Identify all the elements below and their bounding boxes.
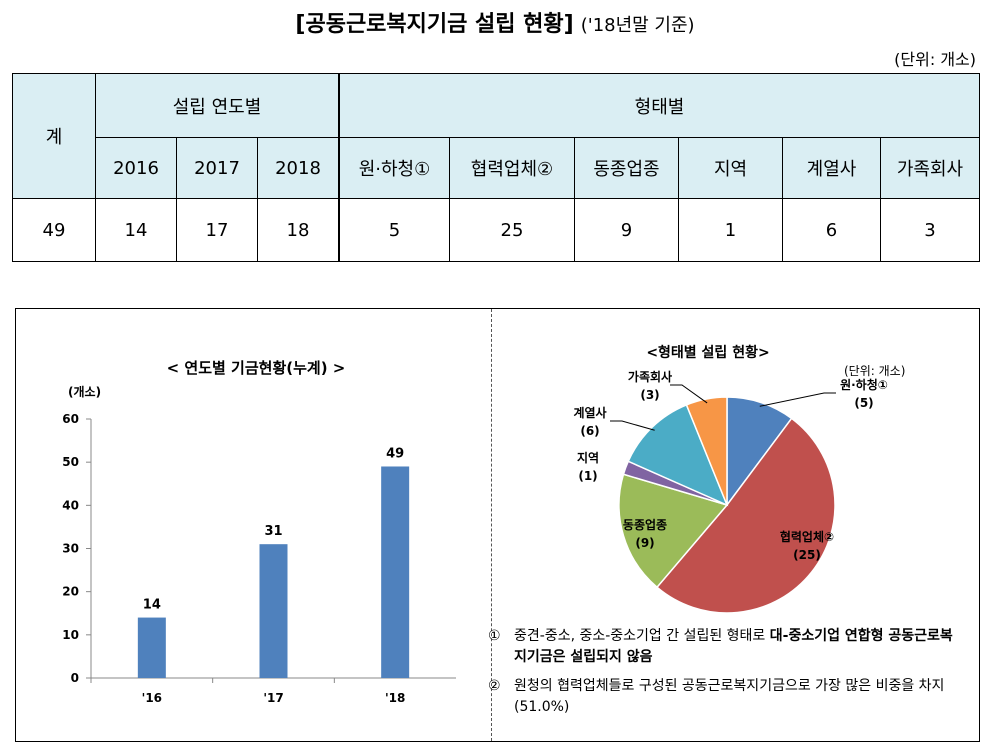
type-cell: 9 (574, 198, 679, 262)
y-tick-label: 60 (62, 412, 79, 426)
pie-chart-title: <형태별 설립 현황> (646, 344, 769, 361)
pie-slice (655, 417, 836, 614)
pie-slice-label: 지역 (577, 450, 599, 465)
pie-slice-label: 동종업종 (623, 518, 667, 532)
total-header: 계 (12, 73, 96, 199)
bar-value-label: 49 (386, 446, 404, 461)
type-header: 협력업체② (449, 137, 575, 199)
y-tick-label: 50 (62, 455, 79, 469)
y-tick-label: 10 (62, 628, 79, 642)
pie-slice-value: (3) (640, 388, 659, 402)
year-group-header: 설립 연도별 (95, 73, 340, 138)
pie-slice-label: 협력업체② (780, 529, 834, 544)
note-2: ② 원청의 협력업체들로 구성된 공동근로복지기금으로 가장 많은 비중을 차지… (488, 676, 958, 718)
year-header: 2018 (257, 137, 340, 199)
total-cell: 49 (12, 198, 96, 262)
year-cell: 17 (176, 198, 258, 262)
note-number: ② (488, 678, 501, 694)
year-cell: 14 (95, 198, 177, 262)
x-tick-label: '16 (142, 691, 162, 705)
type-cell: 1 (678, 198, 783, 262)
pie-slice-value: (9) (635, 536, 654, 550)
pie-slice-value: (6) (580, 424, 599, 438)
pie-leader-line (610, 420, 655, 431)
type-header: 가족회사 (880, 137, 980, 199)
bar-chart-ylabel: (개소) (68, 385, 101, 399)
x-tick-label: '18 (385, 691, 405, 705)
y-tick-label: 0 (71, 671, 79, 685)
type-cell: 25 (449, 198, 575, 262)
bar-value-label: 14 (143, 598, 161, 613)
type-cell: 5 (338, 198, 450, 262)
year-header: 2016 (95, 137, 177, 199)
pie-leader-line (670, 384, 708, 404)
type-header: 동종업종 (574, 137, 679, 199)
pie-leader-line (759, 392, 836, 407)
note-text-bold: 대-중소기업 연합형 공동근로복지기금은 설립되지 않음 (514, 628, 953, 665)
bar (137, 617, 166, 678)
panel-divider (491, 309, 492, 741)
unit-label: (단위: 개소) (894, 50, 976, 69)
pie-slice-value: (5) (854, 396, 873, 410)
note-text: 중견-중소, 중소-중소기업 간 설립된 형태로 (514, 628, 770, 644)
bar-value-label: 31 (264, 524, 282, 539)
pie-slice-value: (25) (793, 548, 821, 562)
type-header: 계열사 (782, 137, 881, 199)
page-title: [공동근로복지기금 설립 현황] ('18년말 기준) (0, 6, 990, 38)
type-cell: 6 (782, 198, 881, 262)
year-header: 2017 (176, 137, 258, 199)
y-tick-label: 30 (62, 542, 79, 556)
pie-slice (685, 396, 728, 506)
type-header: 지역 (678, 137, 783, 199)
pie-slice-label: 원·하청① (840, 377, 888, 392)
pie-chart: <형태별 설립 현황> (단위: 개소) 원·하청① (5) 협력업체② (25) 동종… (573, 344, 905, 614)
note-1: ① 중견-중소, 중소-중소기업 간 설립된 형태로 대-중소기업 연합형 공동… (488, 626, 958, 668)
pie-slice-value: (1) (578, 469, 597, 483)
type-cell: 3 (880, 198, 980, 262)
pie-slice-label: 계열사 (573, 405, 606, 420)
note-number: ① (488, 628, 501, 644)
y-tick-label: 20 (62, 585, 79, 599)
bar (259, 544, 288, 678)
chart-panel (15, 308, 980, 742)
notes: ① 중견-중소, 중소-중소기업 간 설립된 형태로 대-중소기업 연합형 공동… (488, 626, 958, 726)
pie-slice-label: 가족회사 (628, 369, 672, 384)
title-main: [공동근로복지기금 설립 현황] (295, 12, 574, 37)
y-tick-label: 40 (62, 498, 79, 512)
pie-chart-unit: (단위: 개소) (844, 364, 905, 378)
bar (381, 466, 410, 678)
x-tick-label: '17 (263, 691, 283, 705)
pie-slice (618, 473, 729, 589)
year-cell: 18 (257, 198, 340, 262)
type-header: 원·하청① (338, 137, 450, 199)
type-group-header: 형태별 (338, 73, 980, 138)
title-sub: ('18년말 기준) (580, 15, 695, 36)
note-text: 원청의 협력업체들로 구성된 공동근로복지기금으로 가장 많은 비중을 차지(5… (514, 678, 945, 715)
bar-chart: < 연도별 기금현황(누계) > (개소) 0 10 20 30 40 50 60 14 '1… (62, 359, 456, 705)
bar-chart-title: < 연도별 기금현황(누계) > (167, 359, 346, 377)
summary-table: 계 설립 연도별 형태별 2016 2017 2018 원·하청① 협력업체② … (12, 73, 980, 262)
